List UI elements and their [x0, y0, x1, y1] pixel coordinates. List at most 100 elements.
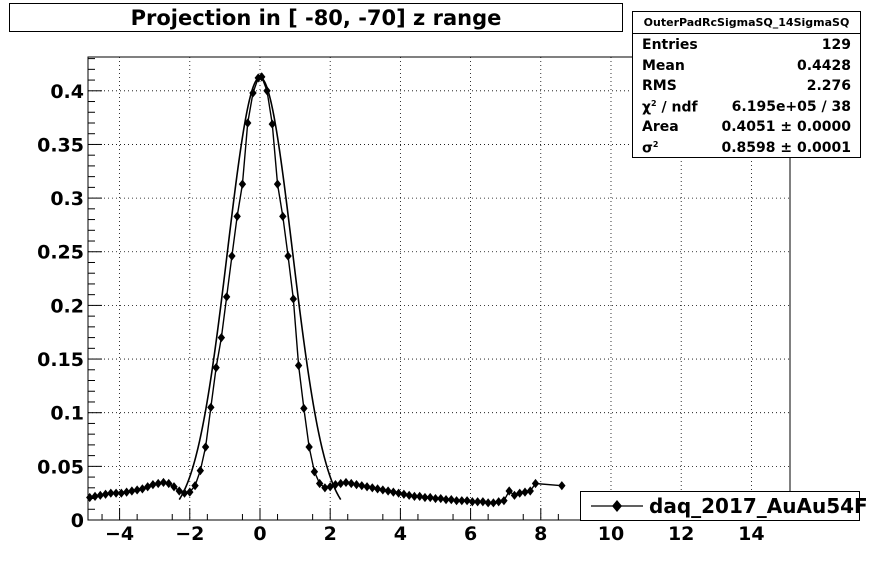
data-point	[294, 360, 303, 371]
stats-key-sup: 2	[652, 139, 659, 149]
data-point	[468, 497, 477, 507]
data-points	[86, 72, 566, 508]
legend-label: daq_2017_AuAu54F	[649, 494, 868, 518]
data-point	[500, 496, 508, 506]
x-tick-label: 10	[598, 523, 624, 545]
stats-row-mean: Mean 0.4428	[633, 55, 860, 76]
data-point	[321, 483, 329, 493]
data-point	[268, 119, 276, 129]
data-point	[191, 481, 199, 491]
x-tick-label: 8	[534, 523, 547, 545]
data-point	[112, 488, 120, 498]
x-tick-label: 6	[464, 523, 477, 545]
data-point	[458, 496, 466, 506]
data-point	[122, 487, 131, 497]
data-point	[484, 498, 492, 508]
data-point	[315, 478, 324, 489]
stats-key: Mean	[642, 57, 685, 74]
stats-value: 6.195e+05 / 38	[731, 98, 851, 115]
data-point	[222, 292, 231, 302]
x-tick-label: 0	[253, 523, 266, 545]
data-point	[437, 493, 445, 504]
stats-value: 0.4051 ± 0.0000	[721, 119, 851, 135]
x-tick-label: 4	[394, 523, 407, 545]
data-point	[337, 478, 345, 489]
y-tick-label: 0.3	[50, 188, 84, 210]
plot-frame	[87, 56, 791, 521]
data-point	[463, 496, 471, 506]
data-point	[479, 497, 487, 507]
data-point	[526, 486, 534, 496]
stats-row-sigma2: σ2 0.8598 ± 0.0001	[633, 137, 860, 158]
fit-curve	[89, 75, 562, 504]
data-point	[165, 478, 173, 489]
data-point	[207, 402, 215, 412]
stats-key-chi: χ	[642, 99, 652, 116]
data-point	[379, 485, 387, 495]
data-point	[400, 489, 408, 499]
data-point	[331, 479, 340, 490]
data-point	[505, 486, 513, 496]
data-point	[384, 486, 392, 496]
data-point	[426, 492, 434, 503]
data-point	[531, 478, 540, 489]
data-point	[238, 179, 247, 189]
legend-marker-icon	[591, 500, 643, 512]
stats-row-entries: Entries 129	[633, 34, 860, 55]
data-point	[175, 486, 183, 496]
stats-key: σ2	[642, 140, 658, 157]
x-tick-label: 14	[738, 523, 764, 545]
y-tick-label: 0.05	[37, 456, 84, 478]
data-point	[389, 487, 398, 497]
data-point	[558, 481, 566, 491]
stats-key: Entries	[642, 37, 698, 53]
data-point	[228, 251, 236, 261]
data-point	[410, 491, 419, 501]
data-point	[254, 73, 262, 83]
legend: daq_2017_AuAu54F	[580, 491, 868, 521]
data-point	[358, 481, 366, 491]
data-point	[186, 487, 194, 497]
data-point	[442, 495, 450, 505]
data-point	[300, 403, 308, 414]
data-point	[170, 482, 178, 492]
data-point	[279, 211, 287, 221]
data-point	[521, 487, 529, 497]
data-point	[368, 483, 376, 493]
data-point	[258, 72, 266, 82]
data-point	[310, 467, 319, 477]
stats-key-sup: 2	[651, 98, 657, 108]
data-point	[91, 491, 99, 501]
stats-key: χ2 / ndf	[642, 99, 698, 116]
data-point	[159, 477, 168, 488]
data-point	[201, 442, 210, 452]
x-tick-label: 12	[668, 523, 694, 545]
stats-row-chi2: χ2 / ndf 6.195e+05 / 38	[633, 96, 860, 117]
data-point	[516, 488, 524, 498]
data-point	[305, 442, 313, 452]
y-tick-label: 0.25	[37, 242, 84, 264]
data-point	[249, 88, 257, 98]
axes: −4 −2 0 2 4 6 8 10 12 14 0 0.05 0.1 0.15 0.2 0.25 0.3 0.3…	[37, 58, 770, 545]
stats-value: 129	[821, 37, 851, 53]
stats-key: RMS	[642, 78, 677, 94]
data-point	[233, 211, 241, 221]
x-tick-label: 2	[324, 523, 337, 545]
chart-title: Projection in [ -80, -70] z range	[9, 3, 623, 32]
data-point	[117, 488, 126, 498]
stats-row-area: Area 0.4051 ± 0.0000	[633, 116, 860, 137]
stats-row-rms: RMS 2.276	[633, 75, 860, 96]
data-point	[431, 493, 440, 504]
data-point	[107, 488, 115, 498]
data-connector-line	[89, 75, 562, 504]
chart-title-text: Projection in [ -80, -70] z range	[130, 5, 502, 30]
fit-line	[178, 76, 342, 501]
stats-value: 0.8598 ± 0.0001	[721, 139, 851, 156]
stats-key-ndf: / ndf	[656, 99, 698, 116]
data-point	[352, 479, 361, 490]
data-point	[373, 484, 382, 494]
stats-key-sigma: σ	[642, 140, 653, 157]
stats-key: Area	[642, 119, 679, 135]
data-point	[143, 482, 152, 492]
